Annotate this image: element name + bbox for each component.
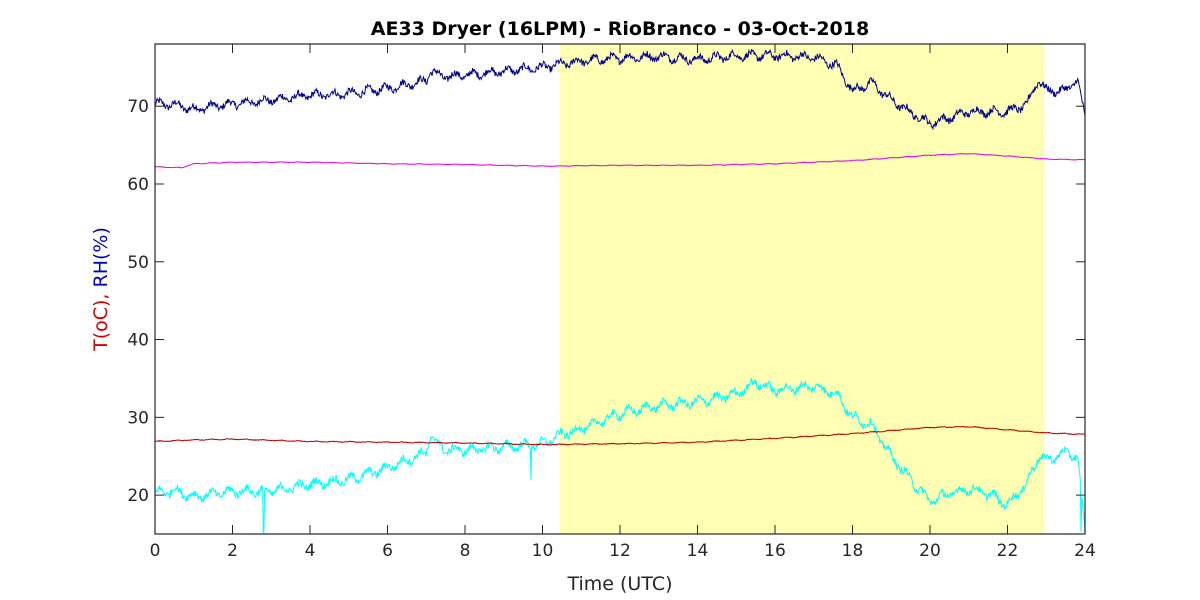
x-tick-label: 24 [1074,541,1096,561]
series-line-3 [154,425,1086,446]
series-line-1 [154,153,1086,169]
y-tick-label: 40 [127,331,149,351]
x-tick-label: 8 [460,541,471,561]
y-tick-label: 70 [127,97,149,117]
x-tick-label: 14 [687,541,709,561]
x-axis-label: Time (UTC) [566,573,672,595]
y-axis-label-temperature: T(oC), [90,294,112,352]
x-tick-label: 20 [919,541,941,561]
y-axis-label: T(oC), RH(%) [90,227,112,352]
series-line-2 [154,377,1086,533]
series-line-0 [154,48,1086,131]
y-tick-label: 50 [127,253,149,273]
x-tick-label: 6 [382,541,393,561]
y-axis-label-humidity: RH(%) [90,227,112,287]
x-tick-label: 18 [842,541,864,561]
x-tick-label: 12 [609,541,631,561]
highlight-band [559,44,1045,534]
x-tick-label: 0 [150,541,161,561]
x-tick-label: 22 [997,541,1019,561]
x-tick-label: 16 [764,541,786,561]
chart-title: AE33 Dryer (16LPM) - RioBranco - 03-Oct-… [371,18,869,40]
y-tick-label: 30 [127,408,149,428]
x-tick-label: 4 [305,541,316,561]
x-tick-label: 10 [532,541,554,561]
y-tick-label: 60 [127,175,149,195]
y-tick-label: 20 [127,486,149,506]
x-tick-label: 2 [227,541,238,561]
